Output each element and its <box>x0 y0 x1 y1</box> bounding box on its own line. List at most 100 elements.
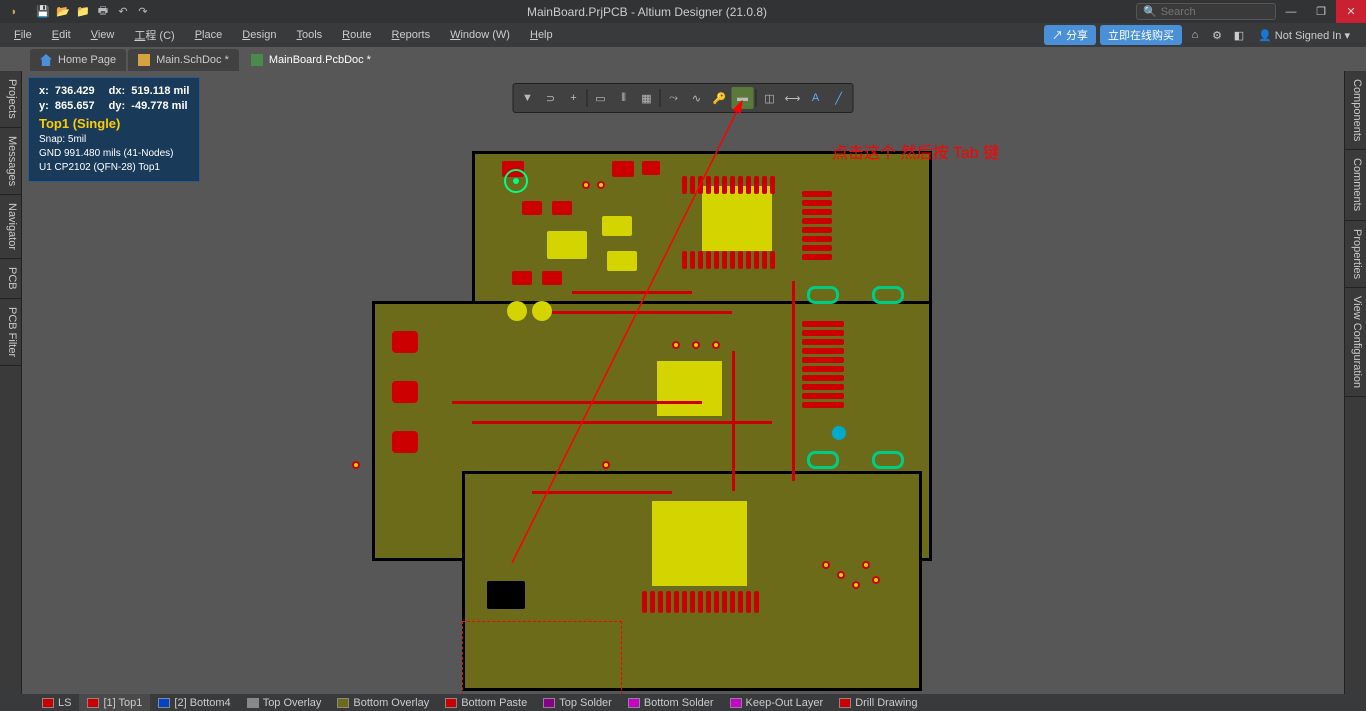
app-logo-icon: ◗ <box>4 2 24 22</box>
chip-u3 <box>652 501 747 586</box>
layer-tab-topoverlay[interactable]: Top Overlay <box>239 694 330 711</box>
layer-swatch-icon <box>247 698 259 708</box>
chip-u2 <box>657 361 722 416</box>
doctab-pcb[interactable]: MainBoard.PcbDoc * <box>241 49 381 71</box>
layer-label: LS <box>58 697 71 709</box>
layer-tab-topsolder[interactable]: Top Solder <box>535 694 620 711</box>
minimize-button[interactable]: — <box>1276 0 1306 23</box>
share-button[interactable]: ↗ 分享 <box>1044 25 1096 45</box>
maximize-button[interactable]: ❐ <box>1306 0 1336 23</box>
layer-tab-bottomsolder[interactable]: Bottom Solder <box>620 694 722 711</box>
menu-windoww[interactable]: Window (W) <box>440 26 520 44</box>
layer-tab-drilldrawing[interactable]: Drill Drawing <box>831 694 925 711</box>
home-icon <box>40 54 52 66</box>
menu-tools[interactable]: Tools <box>286 26 332 44</box>
toolbtn-grid[interactable]: ▦ <box>636 87 658 109</box>
hud-layer: Top1 (Single) <box>39 115 189 133</box>
toolbtn-align[interactable]: ⫴ <box>613 87 635 109</box>
layer-tab-bottomoverlay[interactable]: Bottom Overlay <box>329 694 437 711</box>
pcb-canvas[interactable]: x: 736.429 dx: 519.118 mil y: 865.657 dy… <box>22 71 1344 694</box>
toolbtn-filter[interactable]: ▼ <box>517 87 539 109</box>
doctab-label: MainBoard.PcbDoc * <box>269 54 371 66</box>
left-panel-tabs: ProjectsMessagesNavigatorPCBPCB Filter <box>0 71 22 694</box>
panel-tab-messages[interactable]: Messages <box>0 128 21 195</box>
menu-reports[interactable]: Reports <box>382 26 441 44</box>
layer-tab-1top1[interactable]: [1] Top1 <box>79 694 150 711</box>
undo-icon[interactable]: ↶ <box>114 3 132 21</box>
panel-tab-pcb-filter[interactable]: PCB Filter <box>0 299 21 366</box>
active-bar: ▼⊃+▭⫴▦⤳∿🔑▬◫⟷A╱ <box>513 83 854 113</box>
layer-tab-2bottom4[interactable]: [2] Bottom4 <box>150 694 238 711</box>
layer-tab-ls[interactable]: LS <box>34 694 79 711</box>
toolbtn-rect[interactable]: ▭ <box>590 87 612 109</box>
toolbtn-key[interactable]: 🔑 <box>709 87 731 109</box>
layer-swatch-icon <box>628 698 640 708</box>
main-area: ProjectsMessagesNavigatorPCBPCB Filter x… <box>0 71 1366 694</box>
extensions-icon[interactable]: ◧ <box>1230 26 1248 44</box>
toolbtn-route[interactable]: ⤳ <box>663 87 685 109</box>
window-controls: — ❐ ✕ <box>1276 0 1366 23</box>
signin-button[interactable]: 👤 Not Signed In ▾ <box>1252 29 1356 42</box>
toolbtn-center[interactable]: + <box>563 87 585 109</box>
panel-tab-navigator[interactable]: Navigator <box>0 195 21 259</box>
heads-up-display: x: 736.429 dx: 519.118 mil y: 865.657 dy… <box>28 77 200 182</box>
menu-help[interactable]: Help <box>520 26 563 44</box>
layer-tab-bottompaste[interactable]: Bottom Paste <box>437 694 535 711</box>
window-title: MainBoard.PrjPCB - Altium Designer (21.0… <box>158 5 1136 19</box>
layer-label: Top Overlay <box>263 697 322 709</box>
save-icon[interactable]: 💾 <box>34 3 52 21</box>
toolbtn-measure[interactable]: ◫ <box>759 87 781 109</box>
layer-tabs: LS [1] Top1 [2] Bottom4 Top Overlay Bottom O… <box>0 694 1366 711</box>
gear-icon[interactable]: ⚙ <box>1208 26 1226 44</box>
chip-u1 <box>702 186 772 251</box>
toolbtn-line[interactable]: ╱ <box>828 87 850 109</box>
search-box[interactable]: 🔍 <box>1136 3 1276 20</box>
doctab-label: Main.SchDoc * <box>156 54 229 66</box>
layer-label: Keep-Out Layer <box>746 697 824 709</box>
folder-icon[interactable]: 📁 <box>74 3 92 21</box>
search-input[interactable] <box>1161 6 1261 18</box>
doctab-sch[interactable]: Main.SchDoc * <box>128 49 239 71</box>
quick-access-toolbar: 💾 📂 📁 🖶 ↶ ↷ <box>28 3 158 21</box>
doctab-home[interactable]: Home Page <box>30 49 126 71</box>
menu-c[interactable]: 工程 (C) <box>124 24 184 46</box>
toolbtn-diff[interactable]: ∿ <box>686 87 708 109</box>
buy-online-button[interactable]: 立即在线购买 <box>1100 25 1182 45</box>
menu-place[interactable]: Place <box>185 26 233 44</box>
redo-icon[interactable]: ↷ <box>134 3 152 21</box>
toolbtn-dim[interactable]: ⟷ <box>782 87 804 109</box>
layer-label: Top Solder <box>559 697 612 709</box>
pcb-board <box>352 151 942 694</box>
panel-tab-properties[interactable]: Properties <box>1345 221 1366 288</box>
hud-snap: Snap: 5mil <box>39 133 189 147</box>
menu-file[interactable]: File <box>4 26 42 44</box>
panel-tab-projects[interactable]: Projects <box>0 71 21 128</box>
layer-label: Bottom Solder <box>644 697 714 709</box>
toolbtn-text[interactable]: A <box>805 87 827 109</box>
panel-tab-components[interactable]: Components <box>1345 71 1366 150</box>
panel-tab-pcb[interactable]: PCB <box>0 259 21 299</box>
layer-swatch-icon <box>445 698 457 708</box>
menu-route[interactable]: Route <box>332 26 381 44</box>
menu-items: FileEditView工程 (C)PlaceDesignToolsRouteR… <box>4 24 563 46</box>
menu-edit[interactable]: Edit <box>42 26 81 44</box>
layer-swatch-icon <box>337 698 349 708</box>
home-icon[interactable]: ⌂ <box>1186 26 1204 44</box>
layer-label: [1] Top1 <box>103 697 142 709</box>
layer-swatch-icon <box>730 698 742 708</box>
toolbtn-snap[interactable]: ⊃ <box>540 87 562 109</box>
menu-design[interactable]: Design <box>232 26 286 44</box>
menubar: FileEditView工程 (C)PlaceDesignToolsRouteR… <box>0 23 1366 47</box>
open-icon[interactable]: 📂 <box>54 3 72 21</box>
document-tabs: Home Page Main.SchDoc * MainBoard.PcbDoc * <box>0 47 1366 71</box>
layer-label: Drill Drawing <box>855 697 917 709</box>
panel-tab-comments[interactable]: Comments <box>1345 150 1366 220</box>
toolbtn-fill[interactable]: ▬ <box>732 87 754 109</box>
menu-view[interactable]: View <box>81 26 125 44</box>
panel-tab-view-configuration[interactable]: View Configuration <box>1345 288 1366 397</box>
hud-net: GND 991.480 mils (41-Nodes) <box>39 147 189 161</box>
close-button[interactable]: ✕ <box>1336 0 1366 23</box>
print-icon[interactable]: 🖶 <box>94 3 112 21</box>
pcb-icon <box>251 54 263 66</box>
layer-tab-keepoutlayer[interactable]: Keep-Out Layer <box>722 694 832 711</box>
